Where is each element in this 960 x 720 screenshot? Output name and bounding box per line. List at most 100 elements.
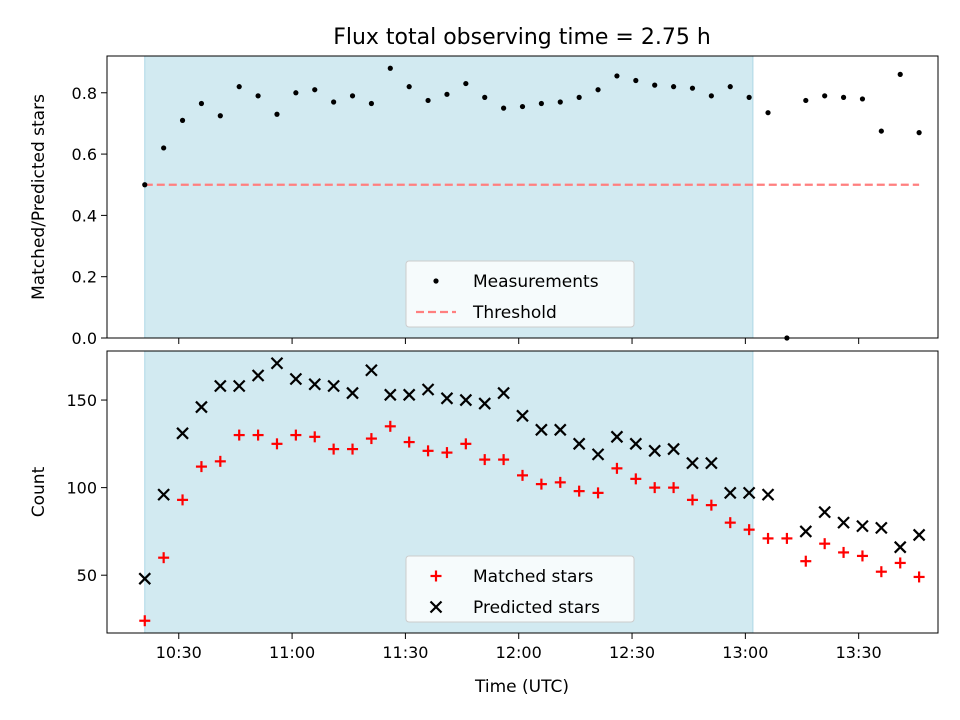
matched-star-point bbox=[365, 433, 377, 445]
measurement-point bbox=[368, 100, 375, 107]
x-tick-label: 13:00 bbox=[722, 643, 768, 662]
x-b bbox=[384, 388, 397, 402]
x-b bbox=[686, 456, 699, 470]
matched-star-point bbox=[498, 454, 510, 466]
measurement-point bbox=[538, 100, 544, 107]
measurement-point bbox=[878, 128, 884, 134]
x-tick-label: 13:30 bbox=[836, 643, 882, 662]
x-b bbox=[440, 392, 454, 405]
matched-star-point bbox=[819, 538, 831, 550]
measurement-point bbox=[179, 117, 186, 123]
y-tick-label: 0.0 bbox=[72, 329, 97, 348]
legend-label: Measurements bbox=[473, 272, 599, 292]
matched-star-point bbox=[573, 485, 585, 497]
measurement-point bbox=[519, 103, 526, 110]
predicted-star-point bbox=[138, 572, 152, 585]
matched-star-point bbox=[668, 482, 680, 494]
x-b bbox=[648, 444, 661, 458]
matched-star-point bbox=[252, 429, 264, 441]
top-legend: Measurements Threshold bbox=[405, 260, 635, 328]
chart-title: Flux total observing time = 2.75 h bbox=[333, 25, 711, 50]
predicted-star-point bbox=[176, 427, 189, 440]
matched-star-point bbox=[214, 455, 226, 467]
measurement-point bbox=[236, 84, 242, 90]
measurement-point bbox=[670, 84, 677, 90]
x-tick-label: 12:30 bbox=[609, 643, 655, 662]
matched-star-point bbox=[271, 438, 283, 450]
x-b bbox=[591, 448, 605, 461]
predicted-star-point bbox=[478, 397, 492, 410]
predicted-star-point bbox=[270, 356, 284, 370]
x-b bbox=[837, 516, 850, 529]
matched-star-point bbox=[403, 436, 415, 448]
predicted-star-point bbox=[742, 486, 756, 500]
measurement-point bbox=[633, 77, 639, 84]
measurement-point bbox=[557, 99, 563, 105]
measurement-point bbox=[444, 91, 450, 97]
top-y-axis-label: Matched/Predicted stars bbox=[29, 94, 49, 300]
measurement-point bbox=[708, 93, 714, 99]
predicted-star-point bbox=[327, 379, 340, 393]
predicted-star-point bbox=[384, 388, 397, 402]
x-b bbox=[723, 486, 737, 500]
predicted-star-point bbox=[289, 372, 303, 386]
predicted-star-point bbox=[535, 423, 548, 437]
x-b bbox=[761, 488, 775, 501]
matched-star-point bbox=[781, 532, 793, 544]
top-plot-frame bbox=[106, 55, 939, 339]
x-b bbox=[421, 383, 435, 396]
measurement-point bbox=[217, 113, 223, 119]
measurement-point bbox=[840, 94, 847, 100]
predicted-star-point bbox=[346, 386, 359, 400]
predicted-star-point bbox=[893, 540, 907, 554]
matched-star-point bbox=[724, 517, 736, 529]
x-b bbox=[875, 521, 888, 535]
matched-star-point bbox=[838, 546, 850, 558]
x-b bbox=[478, 397, 492, 410]
predicted-star-point bbox=[459, 393, 473, 407]
legend-label: Predicted stars bbox=[473, 598, 600, 618]
x-tick-label: 11:00 bbox=[269, 643, 315, 662]
predicted-star-point bbox=[232, 379, 246, 393]
measurement-point bbox=[406, 84, 412, 90]
measurement-point bbox=[652, 82, 658, 88]
x-b bbox=[289, 372, 303, 386]
measurement-point bbox=[803, 97, 809, 104]
matched-star-point bbox=[347, 443, 359, 455]
x-axis-label: Time (UTC) bbox=[474, 677, 569, 697]
x-b bbox=[818, 505, 831, 519]
x-tick-label: 12:00 bbox=[496, 643, 542, 662]
x-b bbox=[346, 386, 359, 400]
x-b bbox=[856, 519, 869, 533]
predicted-star-point bbox=[610, 430, 624, 444]
measurement-point bbox=[482, 94, 488, 100]
predicted-star-point bbox=[818, 505, 831, 519]
matched-star-point bbox=[460, 438, 472, 450]
matched-star-point bbox=[913, 571, 925, 583]
legend-swatch bbox=[429, 600, 443, 614]
predicted-star-point bbox=[875, 521, 888, 535]
matched-star-point bbox=[762, 532, 774, 544]
measurement-points bbox=[142, 65, 922, 341]
measurement-point bbox=[387, 65, 393, 71]
x-b bbox=[799, 525, 813, 538]
matched-star-point bbox=[611, 462, 623, 474]
matched-star-point bbox=[535, 478, 547, 490]
y-tick-label: 150 bbox=[66, 391, 97, 410]
top-y-ticks: 0.0 0.2 0.4 0.6 0.8 bbox=[72, 84, 107, 348]
predicted-star-point bbox=[629, 437, 643, 451]
measurement-point bbox=[595, 87, 601, 93]
x-b bbox=[553, 423, 567, 437]
measurement-point bbox=[689, 85, 696, 91]
x-b bbox=[195, 400, 208, 414]
matched-star-point bbox=[309, 431, 321, 443]
matched-star-point bbox=[705, 499, 717, 511]
matched-star-point bbox=[686, 494, 698, 506]
predicted-star-point bbox=[402, 388, 416, 402]
measurement-point bbox=[576, 94, 582, 100]
bottom-legend: Matched stars Predicted stars bbox=[405, 555, 635, 623]
measurement-point bbox=[161, 145, 167, 151]
predicted-star-point bbox=[591, 448, 605, 461]
x-b bbox=[893, 540, 907, 554]
